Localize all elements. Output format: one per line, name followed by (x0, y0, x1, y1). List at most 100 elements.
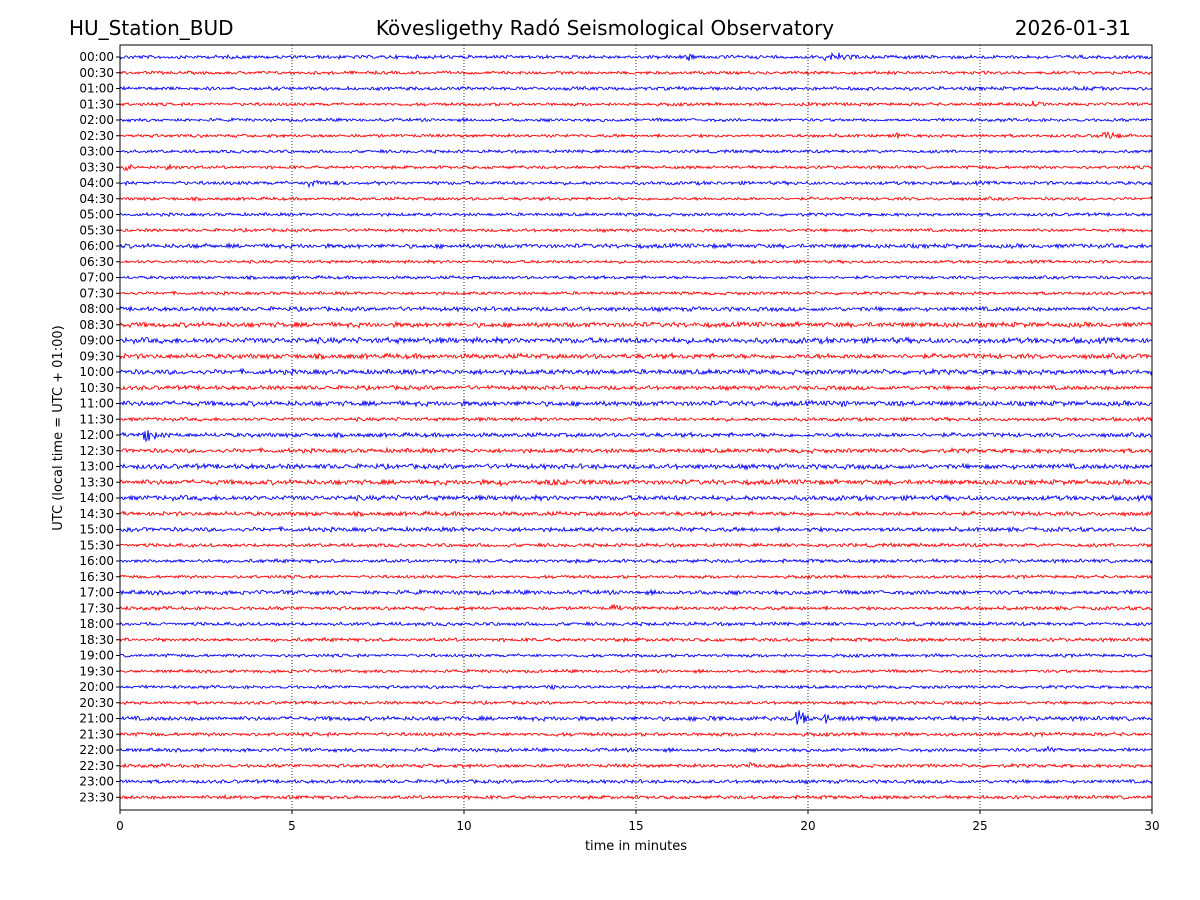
trace-row-1000 (119, 367, 1153, 377)
y-tick-label-0530: 05:30 (79, 223, 114, 237)
y-axis-label: UTC (local time = UTC + 01:00) (51, 325, 66, 530)
trace-row-2300 (119, 778, 1153, 785)
trace-row-0030 (119, 69, 1153, 76)
trace-row-2130 (119, 730, 1153, 738)
trace-row-0330 (119, 163, 1153, 172)
y-tick-label-1900: 19:00 (79, 649, 114, 663)
trace-row-0530 (119, 227, 1153, 234)
y-tick-label-2200: 22:00 (79, 743, 114, 757)
trace-row-1330 (119, 477, 1153, 488)
y-tick-label-0230: 02:30 (79, 129, 114, 143)
y-tick-label-1800: 18:00 (79, 617, 114, 631)
y-tick-label-2300: 23:00 (79, 775, 114, 789)
trace-row-0930 (119, 351, 1153, 361)
y-tick-label-2000: 20:00 (79, 680, 114, 694)
y-tick-label-0000: 00:00 (79, 50, 114, 64)
trace-row-0130 (119, 100, 1153, 108)
y-tick-label-0200: 02:00 (79, 113, 114, 127)
y-tick-label-2130: 21:30 (79, 727, 114, 741)
trace-row-0400 (119, 179, 1153, 189)
trace-row-1530 (119, 541, 1153, 549)
y-tick-label-0630: 06:30 (79, 255, 114, 269)
trace-row-2030 (119, 699, 1153, 706)
x-tick-label-0: 0 (116, 819, 124, 833)
x-axis-ticks: 0 5 10 15 20 25 30 (116, 810, 1160, 833)
y-tick-label-0100: 01:00 (79, 82, 114, 96)
trace-row-1930 (119, 668, 1153, 675)
station-title: HU_Station_BUD (69, 16, 234, 40)
y-tick-label-0330: 03:30 (79, 160, 114, 174)
trace-row-0830 (119, 320, 1153, 330)
y-tick-label-1830: 18:30 (79, 633, 114, 647)
grid-lines (291, 45, 981, 810)
trace-row-1030 (119, 383, 1153, 392)
trace-row-0700 (119, 274, 1153, 281)
trace-row-1700 (119, 588, 1153, 597)
y-tick-label-0830: 08:30 (79, 318, 114, 332)
trace-row-0630 (119, 258, 1153, 265)
trace-row-2330 (119, 793, 1153, 801)
trace-row-0730 (119, 290, 1153, 296)
trace-row-1800 (119, 620, 1153, 628)
seismogram-traces (119, 51, 1153, 801)
date-title: 2026-01-31 (1015, 16, 1131, 40)
y-tick-label-0130: 01:30 (79, 97, 114, 111)
trace-row-1830 (119, 636, 1153, 644)
trace-row-0300 (119, 148, 1153, 155)
y-tick-label-1500: 15:00 (79, 523, 114, 537)
trace-row-2000 (119, 683, 1153, 690)
y-tick-label-1530: 15:30 (79, 538, 114, 552)
trace-row-1200 (119, 430, 1153, 443)
y-tick-label-0730: 07:30 (79, 286, 114, 300)
x-axis-label: time in minutes (585, 839, 687, 854)
x-tick-label-5: 5 (288, 819, 296, 833)
y-tick-label-0400: 04:00 (79, 176, 114, 190)
trace-row-0100 (119, 85, 1153, 92)
y-tick-label-1000: 10:00 (79, 365, 114, 379)
trace-row-1630 (119, 573, 1153, 580)
y-tick-label-1400: 14:00 (79, 491, 114, 505)
y-tick-label-0600: 06:00 (79, 239, 114, 253)
trace-row-1100 (119, 399, 1153, 408)
y-tick-label-2030: 20:30 (79, 696, 114, 710)
y-tick-label-1700: 17:00 (79, 586, 114, 600)
trace-row-1500 (119, 525, 1153, 534)
y-tick-label-0500: 05:00 (79, 208, 114, 222)
trace-row-2100 (119, 710, 1153, 725)
trace-row-0500 (119, 211, 1153, 218)
observatory-title: Kövesligethy Radó Seismological Observat… (376, 16, 834, 40)
y-tick-label-1430: 14:30 (79, 507, 114, 521)
y-tick-label-0300: 03:00 (79, 145, 114, 159)
plot-frame (119, 44, 1153, 811)
trace-row-1600 (119, 557, 1153, 565)
y-tick-label-2330: 23:30 (79, 790, 114, 804)
trace-row-0800 (119, 305, 1153, 313)
x-tick-label-25: 25 (972, 819, 987, 833)
y-tick-label-0430: 04:30 (79, 192, 114, 206)
y-tick-label-1300: 13:00 (79, 460, 114, 474)
y-tick-label-0930: 09:30 (79, 349, 114, 363)
trace-row-1730 (119, 603, 1153, 612)
y-tick-label-1230: 12:30 (79, 444, 114, 458)
x-tick-label-20: 20 (800, 819, 815, 833)
y-tick-label-2100: 21:00 (79, 712, 114, 726)
y-tick-label-1130: 11:30 (79, 412, 114, 426)
y-tick-label-2230: 22:30 (79, 759, 114, 773)
x-tick-label-15: 15 (628, 819, 643, 833)
y-tick-label-1100: 11:00 (79, 397, 114, 411)
x-tick-label-10: 10 (456, 819, 471, 833)
y-tick-label-0900: 09:00 (79, 334, 114, 348)
y-tick-label-1200: 12:00 (79, 428, 114, 442)
y-tick-label-0700: 07:00 (79, 271, 114, 285)
y-tick-label-1930: 19:30 (79, 664, 114, 678)
trace-row-1300 (119, 462, 1153, 471)
y-tick-label-1600: 16:00 (79, 554, 114, 568)
trace-row-0230 (119, 131, 1153, 140)
y-tick-label-1730: 17:30 (79, 601, 114, 615)
x-tick-label-30: 30 (1144, 819, 1159, 833)
trace-row-0200 (119, 117, 1153, 123)
y-tick-label-0030: 00:30 (79, 66, 114, 80)
trace-row-0900 (119, 335, 1153, 345)
